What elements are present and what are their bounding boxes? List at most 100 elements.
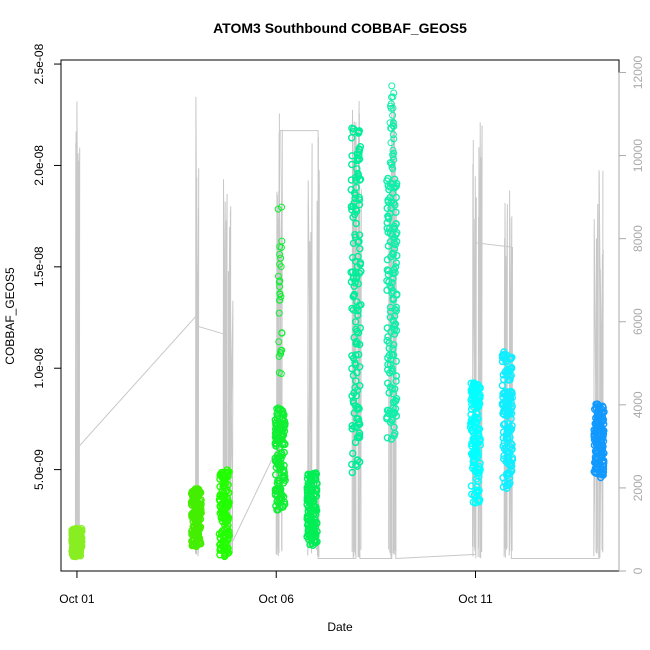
data-point <box>388 82 396 90</box>
data-point <box>384 354 392 362</box>
data-point <box>385 278 393 286</box>
data-point <box>355 200 364 209</box>
data-point <box>349 274 357 282</box>
data-point <box>388 93 396 101</box>
data-point <box>193 534 201 542</box>
y-axis-label: COBBAF_GEOS5 <box>3 267 17 365</box>
data-point <box>387 124 395 132</box>
y-tick-label: 5.0e-09 <box>32 449 46 490</box>
data-point <box>276 251 284 258</box>
data-point <box>349 213 357 222</box>
data-point <box>503 484 511 492</box>
x-axis-label: Date <box>327 620 353 634</box>
data-point <box>277 348 284 356</box>
altitude-spike <box>388 144 393 559</box>
data-point <box>355 350 363 359</box>
data-point <box>193 502 202 510</box>
data-point <box>474 452 482 460</box>
scatter-group <box>303 469 321 549</box>
y2-axis: 0 2000 4000 6000 8000 10000 12000 <box>618 55 645 574</box>
data-point <box>216 503 225 511</box>
data-point <box>392 397 400 405</box>
data-point <box>383 413 391 421</box>
data-point <box>469 498 477 506</box>
data-point <box>355 429 364 437</box>
data-point <box>390 199 398 207</box>
data-point <box>189 523 197 531</box>
data-point <box>472 475 480 483</box>
data-point <box>351 318 360 326</box>
data-point <box>353 462 361 470</box>
data-point <box>354 329 363 337</box>
data-point <box>596 426 604 434</box>
scatter-group <box>187 485 205 551</box>
data-point <box>353 207 361 215</box>
data-point <box>390 341 398 349</box>
data-point <box>276 485 284 493</box>
data-point <box>390 149 398 157</box>
data-point <box>277 370 285 378</box>
data-point <box>190 488 199 496</box>
data-point <box>392 326 401 335</box>
data-point <box>498 381 507 390</box>
data-point <box>384 270 393 279</box>
y2-tick-label: 4000 <box>631 391 645 418</box>
data-point <box>355 433 364 442</box>
data-point <box>274 205 282 213</box>
data-point <box>351 191 360 199</box>
data-point <box>74 547 83 555</box>
data-point <box>499 390 507 398</box>
data-point <box>349 253 357 262</box>
data-point <box>387 100 395 108</box>
y-tick-label: 2.0e-08 <box>32 145 46 186</box>
data-point <box>353 262 361 271</box>
data-point <box>499 409 507 418</box>
data-point <box>598 413 607 421</box>
data-point <box>277 293 285 301</box>
data-point <box>508 393 516 402</box>
data-point <box>350 290 359 299</box>
data-point <box>191 516 199 524</box>
data-point <box>356 363 364 371</box>
data-point <box>383 177 391 185</box>
data-point <box>385 344 393 353</box>
data-point <box>305 516 313 525</box>
data-point <box>275 338 283 346</box>
data-point <box>388 161 396 169</box>
data-point <box>308 478 316 487</box>
data-point <box>220 514 228 522</box>
data-point <box>505 470 513 478</box>
y-tick-label: 1.5e-08 <box>32 246 46 287</box>
y2-tick-label: 2000 <box>631 474 645 501</box>
data-point <box>275 272 282 280</box>
y2-tick-label: 0 <box>631 567 645 574</box>
data-point <box>392 357 400 365</box>
data-point <box>348 422 356 430</box>
data-point <box>472 448 481 456</box>
data-point <box>277 254 285 262</box>
data-point <box>389 249 397 257</box>
data-point <box>351 230 359 239</box>
data-point <box>352 304 361 312</box>
data-point <box>475 463 484 471</box>
data-point <box>279 467 287 475</box>
scatter-group <box>498 348 517 492</box>
data-point <box>476 394 484 402</box>
data-point <box>383 434 392 442</box>
data-point <box>384 181 392 190</box>
data-point <box>216 544 225 552</box>
data-point <box>347 202 355 211</box>
data-point <box>305 535 313 544</box>
data-point <box>389 189 397 198</box>
data-point <box>307 496 315 504</box>
y-axis: 5.0e-09 1.0e-08 1.5e-08 2.0e-08 2.5e-08 <box>32 43 62 490</box>
data-point <box>391 312 399 320</box>
data-point <box>275 352 283 360</box>
data-point <box>306 540 314 549</box>
data-point <box>383 266 391 274</box>
scatter-group <box>68 524 86 561</box>
data-point <box>504 376 513 384</box>
data-point <box>388 289 396 297</box>
data-point <box>506 424 514 432</box>
data-point <box>350 282 358 290</box>
